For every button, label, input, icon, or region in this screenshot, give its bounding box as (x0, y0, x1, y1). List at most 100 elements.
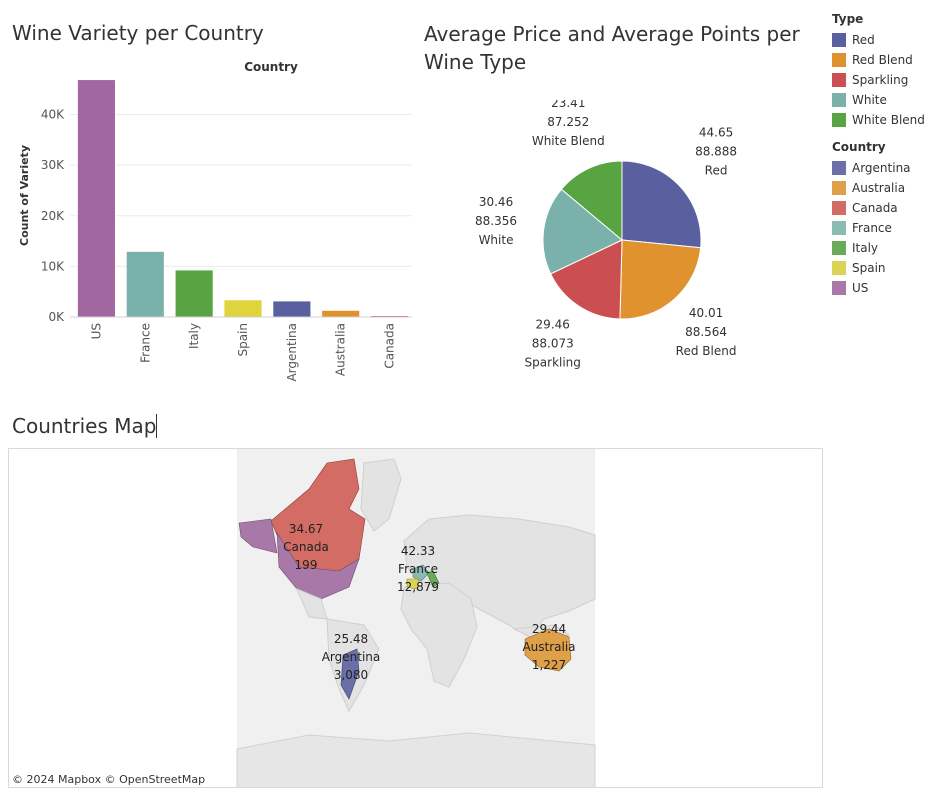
map-mark-label: Canada (283, 540, 329, 554)
pie-data-label: White (479, 233, 514, 247)
type-legend-item[interactable]: Red (832, 30, 936, 50)
bar-xtick-label: Spain (236, 323, 250, 357)
legend-label: Argentina (852, 161, 911, 175)
map-title: Countries Map (12, 414, 157, 438)
pie-data-label: 30.46 (479, 195, 513, 209)
pie-chart-title: Average Price and Average Points per Win… (424, 22, 800, 74)
pie-data-label: 88.564 (685, 325, 727, 339)
legend-label: Italy (852, 241, 879, 255)
land-australia[interactable] (524, 628, 572, 672)
land-alaska[interactable] (238, 518, 278, 554)
pie-data-label: White Blend (532, 134, 605, 148)
land-antarctica (236, 732, 596, 787)
bar-us[interactable] (77, 80, 115, 317)
bar-chart[interactable]: Country 0K 10K 20K 30K 40K Count of Variety US F… (0, 52, 420, 382)
map-view[interactable]: 34.67 Canada 199 42.33 France 12,879 25.48 Arge… (8, 448, 823, 788)
type-legend-header: Type (832, 12, 864, 26)
bar-france[interactable] (126, 251, 164, 317)
map-title-wrap: Countries Map (12, 414, 158, 438)
bar-chart-title: Wine Variety per Country (12, 21, 264, 45)
land-france[interactable] (412, 564, 430, 582)
bar-ytick-label: 0K (48, 310, 65, 324)
legend-label: Australia (852, 181, 906, 195)
bar-ytick-label: 10K (41, 259, 65, 273)
legend-swatch (832, 161, 846, 175)
country-legend-item[interactable]: Spain (832, 258, 936, 278)
legend-label: Sparkling (852, 73, 909, 87)
pie-data-label: Red (705, 164, 728, 178)
legend-swatch (832, 93, 846, 107)
type-legend-item[interactable]: White Blend (832, 110, 936, 130)
pie-slice-white-blend[interactable] (560, 160, 623, 242)
legend-swatch (832, 241, 846, 255)
legend-swatch (832, 261, 846, 275)
legend-label: France (852, 221, 892, 235)
legend-swatch (832, 281, 846, 295)
bar-xtick-label: Italy (187, 323, 201, 349)
legend-swatch (832, 181, 846, 195)
map-mark-label: 34.67 (289, 522, 323, 536)
map-mark-label: 25.48 (334, 632, 368, 646)
pie-data-label: 29.46 (536, 317, 570, 331)
pie-data-label: Sparkling (525, 355, 581, 369)
pie-slice-white[interactable] (542, 188, 623, 275)
land-greenland (360, 458, 402, 532)
pie-data-label: 23.41 (551, 100, 585, 110)
bar-spain[interactable] (224, 300, 262, 317)
land-italy[interactable] (426, 570, 440, 588)
bar-ytick-label: 20K (41, 209, 65, 223)
map-attribution: © 2024 Mapbox © OpenStreetMap (12, 773, 206, 786)
legend-swatch (832, 201, 846, 215)
country-legend-item[interactable]: Argentina (832, 158, 936, 178)
bar-xtick-label: Argentina (285, 323, 299, 382)
legend-swatch (832, 113, 846, 127)
country-legend-item[interactable]: Italy (832, 238, 936, 258)
pie-data-label: 44.65 (699, 126, 733, 140)
map-mark-label: Australia (522, 640, 575, 654)
map-mark-label: 29.44 (532, 622, 566, 636)
pie-slice-red[interactable] (621, 160, 702, 249)
pie-data-label: 88.356 (475, 214, 517, 228)
country-legend-item[interactable]: US (832, 278, 936, 298)
bar-ytick-label: 30K (41, 158, 65, 172)
map-mark-label: 12,879 (397, 580, 439, 594)
type-legend: Type Red Red Blend Sparkling White White Ble… (832, 12, 936, 130)
legend-panel: Type Red Red Blend Sparkling White White Ble… (832, 12, 936, 308)
land-spain[interactable] (406, 578, 420, 590)
map-mark-label: 199 (295, 558, 318, 572)
pie-data-label: 88.888 (695, 145, 737, 159)
type-legend-item[interactable]: Red Blend (832, 50, 936, 70)
legend-label: Red (852, 33, 875, 47)
land-africa (400, 582, 478, 688)
bar-xtick-label: France (138, 323, 152, 363)
country-legend-item[interactable]: France (832, 218, 936, 238)
pie-slice-red-blend[interactable] (619, 239, 702, 320)
bar-canada[interactable] (371, 315, 409, 317)
land-us[interactable] (276, 531, 360, 600)
bar-xtick-label: Australia (334, 323, 348, 376)
legend-label: US (852, 281, 869, 295)
pie-data-label: 88.073 (532, 336, 574, 350)
world-map[interactable]: 34.67 Canada 199 42.33 France 12,879 25.48 Arge… (9, 449, 823, 788)
pie-data-label: 40.01 (689, 306, 723, 320)
country-legend-item[interactable]: Australia (832, 178, 936, 198)
bar-xtick-label: Canada (383, 323, 397, 369)
bar-xtick-label: US (89, 323, 103, 339)
bar-italy[interactable] (175, 270, 213, 317)
bar-ytick-label: 40K (41, 108, 65, 122)
map-mark-label: France (398, 562, 438, 576)
bar-australia[interactable] (322, 310, 360, 317)
land-argentina[interactable] (340, 648, 360, 700)
pie-slice-sparkling[interactable] (549, 239, 623, 320)
country-legend-item[interactable]: Canada (832, 198, 936, 218)
type-legend-item[interactable]: Sparkling (832, 70, 936, 90)
text-cursor (156, 414, 158, 438)
map-mark-label: 42.33 (401, 544, 435, 558)
legend-label: Canada (852, 201, 898, 215)
pie-data-label: Red Blend (676, 344, 737, 358)
type-legend-item[interactable]: White (832, 90, 936, 110)
bar-argentina[interactable] (273, 301, 311, 317)
country-legend: Country Argentina Australia Canada France It… (832, 140, 936, 298)
pie-chart[interactable]: 44.65 88.888 Red 40.01 88.564 Red Blend 29.46 8… (420, 100, 820, 380)
bar-column-header: Country (244, 60, 298, 74)
